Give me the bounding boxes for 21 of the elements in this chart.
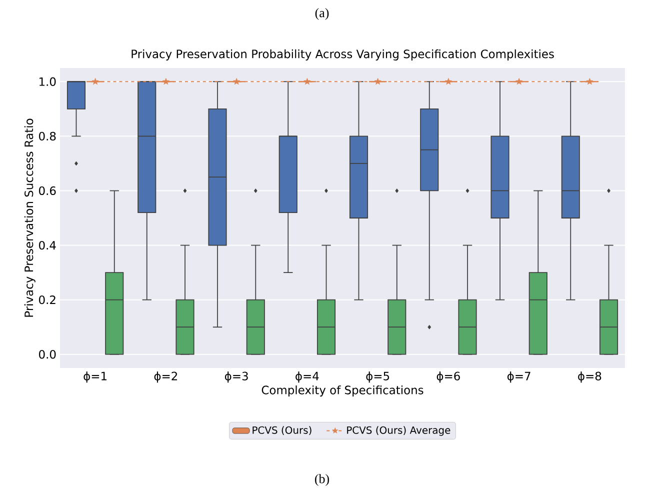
text: (a) [315,8,329,20]
y-tick-label: 1.0 [40,77,56,86]
y-tick-label: 0.8 [39,132,56,141]
legend-label: PCVS (Ours) Average [347,426,450,436]
x-tick-label: ϕ=8 [578,372,602,383]
y-axis-title: Privacy Preservation Success Ratio [24,118,36,317]
y-tick-label: 0.4 [39,240,56,250]
y-tick-label: 0.0 [39,350,56,359]
x-tick-label: ϕ=1 [84,372,106,383]
x-tick-label: ϕ=2 [154,372,178,383]
x-tick-label: ϕ=4 [296,372,319,383]
y-tick-label: 0.6 [39,186,56,196]
x-axis-title: Complexity of Specifications [262,385,424,397]
legend-label: PCVS (Ours) [252,426,312,436]
chart-title: Privacy Preservation Probability Across Varying Specification Complexities [132,49,554,60]
x-tick-label: ϕ=6 [436,372,460,383]
text: (b) [315,474,329,486]
y-tick-label: 0.2 [39,295,56,304]
x-tick-label: ϕ=5 [366,372,390,383]
x-tick-label: ϕ=7 [507,372,530,383]
x-tick-label: ϕ=3 [224,372,248,383]
